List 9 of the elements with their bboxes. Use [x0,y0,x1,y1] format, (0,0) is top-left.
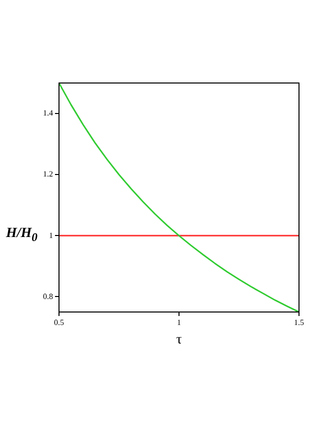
y-tick-label: 1.4 [43,108,53,118]
y-tick-label: 1.2 [43,170,53,179]
y-axis-title: H/H$_{0}$ [6,226,38,244]
y-tick-label: 1 [49,230,53,240]
x-axis-title: τ [176,332,182,348]
x-tick-label: 1 [177,318,181,327]
y-tick-label: 0.8 [43,292,53,301]
x-tick-label: 1.5 [294,318,304,327]
x-tick-label: 0.5 [54,318,64,327]
